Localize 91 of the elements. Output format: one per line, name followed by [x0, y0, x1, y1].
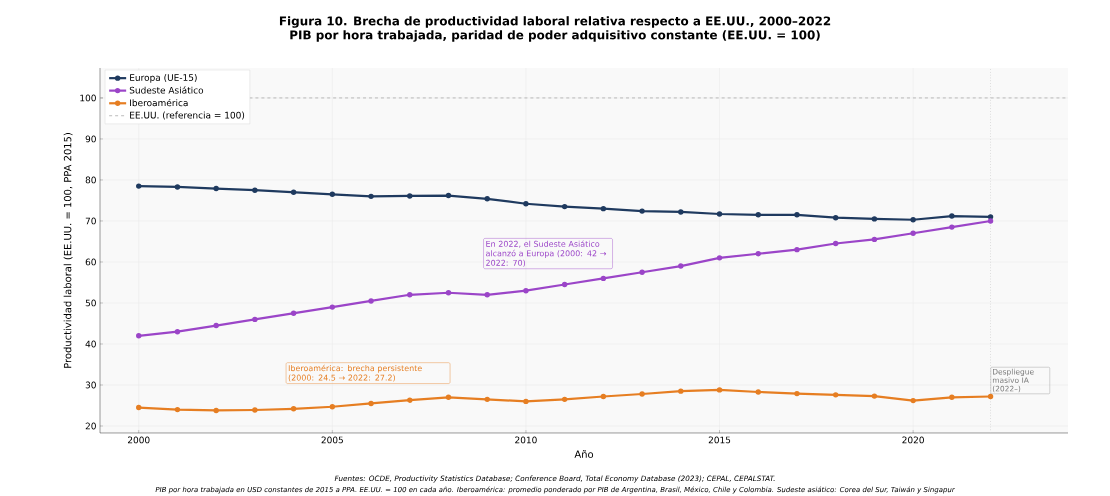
point — [832, 240, 839, 247]
point — [523, 398, 529, 405]
point — [407, 193, 413, 199]
point — [561, 203, 568, 210]
point — [174, 406, 181, 413]
point — [987, 393, 994, 400]
point — [871, 393, 878, 399]
point — [949, 394, 955, 401]
x-tick-label: 2005 — [321, 436, 343, 444]
y-tick-label: 60 — [85, 258, 96, 266]
point — [445, 290, 452, 296]
y-tick-label: 20 — [85, 422, 96, 430]
point — [639, 391, 645, 397]
point — [678, 263, 684, 269]
point — [368, 193, 374, 200]
point — [252, 407, 258, 413]
point — [136, 404, 142, 411]
chart-title: Figura 10. Brecha de productividad laboral relativa respecto a EE.UU., 2000–2022 — [279, 16, 831, 28]
point — [678, 209, 684, 215]
point — [174, 184, 181, 190]
point — [290, 189, 297, 195]
point — [213, 322, 219, 329]
legend-label: Europa (UE-15) — [130, 74, 197, 83]
point — [910, 217, 916, 223]
point — [290, 406, 297, 412]
y-tick-label: 70 — [85, 217, 96, 225]
point — [949, 224, 955, 230]
point — [368, 400, 374, 407]
point — [407, 397, 413, 403]
point — [136, 183, 142, 189]
legend-label: Iberoamérica — [130, 98, 188, 107]
y-tick-label: 100 — [80, 94, 96, 102]
point — [871, 216, 878, 222]
point — [523, 201, 529, 207]
x-axis-title: Año — [574, 450, 594, 459]
x-tick-label: 2020 — [902, 436, 924, 444]
point — [716, 387, 723, 393]
point — [561, 281, 568, 288]
y-axis-title: Productividad laboral (EE.UU. = 100, PPA 2015) — [63, 133, 73, 368]
point — [794, 246, 800, 253]
point — [329, 404, 336, 410]
point — [910, 397, 916, 404]
point — [213, 185, 219, 192]
point — [329, 191, 336, 198]
point — [523, 287, 529, 294]
y-tick-label: 90 — [85, 135, 96, 143]
x-tick-label: 2010 — [515, 436, 537, 444]
y-tick-label: 40 — [85, 340, 96, 348]
point — [252, 316, 258, 323]
point — [174, 328, 181, 335]
point — [755, 212, 761, 218]
point — [213, 407, 219, 414]
y-tick-label: 30 — [85, 381, 96, 389]
point — [368, 298, 374, 304]
point — [484, 292, 490, 298]
point — [794, 390, 800, 397]
point — [445, 192, 452, 199]
point — [755, 251, 761, 257]
point — [949, 213, 955, 219]
point — [600, 275, 607, 282]
point — [600, 393, 607, 400]
point — [832, 392, 839, 398]
point — [252, 187, 258, 193]
point — [639, 208, 645, 214]
point — [832, 214, 839, 221]
legend-label: EE.UU. (referencia = 100) — [130, 111, 245, 120]
point — [445, 394, 452, 401]
point — [639, 269, 645, 275]
legend-label: Sudeste Asiático — [129, 86, 204, 94]
point — [794, 212, 800, 218]
point — [987, 218, 994, 224]
point — [407, 292, 413, 298]
point — [755, 389, 761, 395]
point — [600, 205, 607, 212]
point — [136, 333, 142, 339]
point — [561, 396, 568, 403]
chart-subtitle: PIB por hora trabajada, paridad de poder adquisitivo constante (EE.UU. = 100) — [290, 30, 820, 42]
point — [484, 396, 490, 403]
point — [716, 255, 723, 261]
point — [910, 230, 916, 236]
x-tick-label: 2000 — [127, 436, 150, 444]
point — [678, 388, 684, 394]
point — [329, 304, 336, 310]
point — [484, 196, 490, 202]
x-tick-label: 2015 — [708, 436, 731, 444]
point — [716, 211, 723, 217]
point — [290, 310, 297, 316]
point — [987, 214, 994, 220]
y-tick-label: 50 — [85, 299, 96, 307]
point — [871, 236, 878, 243]
y-tick-label: 80 — [85, 176, 96, 184]
